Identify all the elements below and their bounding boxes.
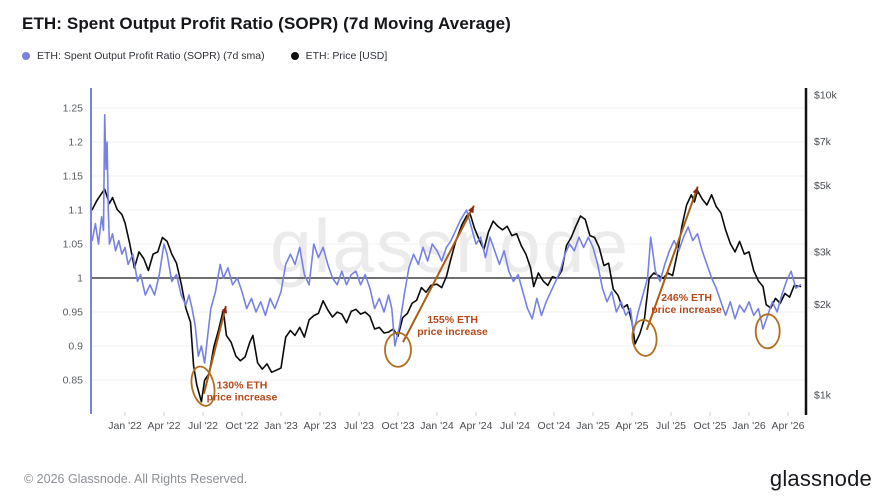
x-tick-label: Jan '26: [732, 420, 766, 432]
y-right-axis: $10k $7k $5k $3k $2k $1k: [814, 90, 838, 402]
annotation-4: [754, 313, 781, 350]
footer: © 2026 Glassnode. All Rights Reserved. g…: [0, 454, 896, 504]
x-tick-label: Apr '22: [148, 420, 181, 432]
y-right-tick-label: $5k: [814, 180, 832, 192]
trend-arrowhead-icon: [221, 306, 228, 314]
highlight-circle: [384, 331, 412, 368]
y-left-tick-label: 1.05: [63, 239, 84, 251]
y-left-tick-label: 1.1: [68, 205, 83, 217]
y-left-tick-label: 1.15: [63, 171, 84, 183]
highlight-circle: [631, 319, 658, 357]
y-left-tick-label: 1.25: [63, 103, 84, 115]
legend: ETH: Spent Output Profit Ratio (SOPR) (7…: [22, 50, 387, 62]
chart-title: ETH: Spent Output Profit Ratio (SOPR) (7…: [22, 14, 511, 33]
trend-line: [645, 186, 699, 331]
y-right-tick-label: $7k: [814, 136, 832, 148]
glassnode-logo: glassnode: [769, 466, 872, 491]
x-tick-label: Jul '23: [344, 420, 374, 432]
x-tick-label: Jan '24: [420, 420, 454, 432]
x-tick-label: Apr '23: [304, 420, 337, 432]
trend-line: [202, 305, 227, 394]
y-left-tick-label: 1.2: [68, 137, 83, 149]
annotation-3: 246% ETH price increase: [631, 186, 722, 357]
chart-header: ETH: Spent Output Profit Ratio (SOPR) (7…: [22, 14, 511, 34]
trend-arrowhead-icon: [468, 205, 474, 214]
sopr-series-line: [91, 114, 802, 364]
y-left-tick-label: 0.95: [63, 307, 84, 319]
price-series-dot-icon: [290, 52, 299, 60]
annotation-label: 130% ETH price increase: [207, 380, 278, 404]
price-series-line: [91, 188, 802, 403]
x-tick-label: Jul '22: [188, 420, 218, 432]
x-tick-label: Oct '24: [538, 420, 571, 432]
sopr-series-dot-icon: [22, 52, 30, 60]
annotation-1: 130% ETH price increase: [190, 305, 278, 407]
x-tick-label: Jan '25: [576, 420, 610, 432]
trend-arrowhead-icon: [692, 186, 699, 195]
x-tick-label: Jan '23: [264, 420, 298, 432]
annotation-label: 246% ETH price increase: [651, 292, 722, 316]
y-right-tick-label: $10k: [814, 90, 838, 102]
x-axis: Jan '22 Apr '22 Jul '22 Oct '22 Jan '23 Apr '…: [108, 412, 805, 432]
highlight-circle: [190, 365, 216, 407]
x-tick-label: Jul '25: [656, 420, 686, 432]
x-tick-label: Oct '25: [694, 420, 727, 432]
x-tick-label: Oct '22: [226, 420, 259, 432]
highlight-circle: [754, 313, 781, 350]
trend-line: [402, 205, 475, 343]
legend-item-sopr[interactable]: ETH: Spent Output Profit Ratio (SOPR) (7…: [22, 50, 265, 62]
x-tick-label: Apr '26: [772, 420, 805, 432]
legend-label-sopr: ETH: Spent Output Profit Ratio (SOPR) (7…: [37, 50, 265, 62]
y-left-tick-label: 0.85: [63, 375, 84, 387]
copyright-text: © 2026 Glassnode. All Rights Reserved.: [24, 472, 248, 486]
y-right-tick-label: $1k: [814, 390, 832, 402]
y-left-tick-label: 0.9: [68, 341, 83, 353]
x-tick-label: Jan '22: [108, 420, 142, 432]
x-tick-label: Jul '24: [500, 420, 530, 432]
annotation-label: 155% ETH price increase: [417, 314, 488, 338]
y-right-tick-label: $2k: [814, 299, 832, 311]
y-left-axis: 1.25 1.2 1.15 1.1 1.05 1 0.95 0.9 0.85: [63, 103, 84, 387]
legend-item-price[interactable]: ETH: Price [USD]: [290, 50, 388, 62]
x-tick-label: Apr '24: [460, 420, 493, 432]
x-tick-label: Oct '23: [382, 420, 415, 432]
annotation-2: 155% ETH price increase: [384, 205, 488, 368]
legend-label-price: ETH: Price [USD]: [305, 50, 388, 62]
y-left-tick-label: 1: [77, 273, 83, 285]
x-tick-label: Apr '25: [616, 420, 649, 432]
y-right-tick-label: $3k: [814, 246, 832, 258]
